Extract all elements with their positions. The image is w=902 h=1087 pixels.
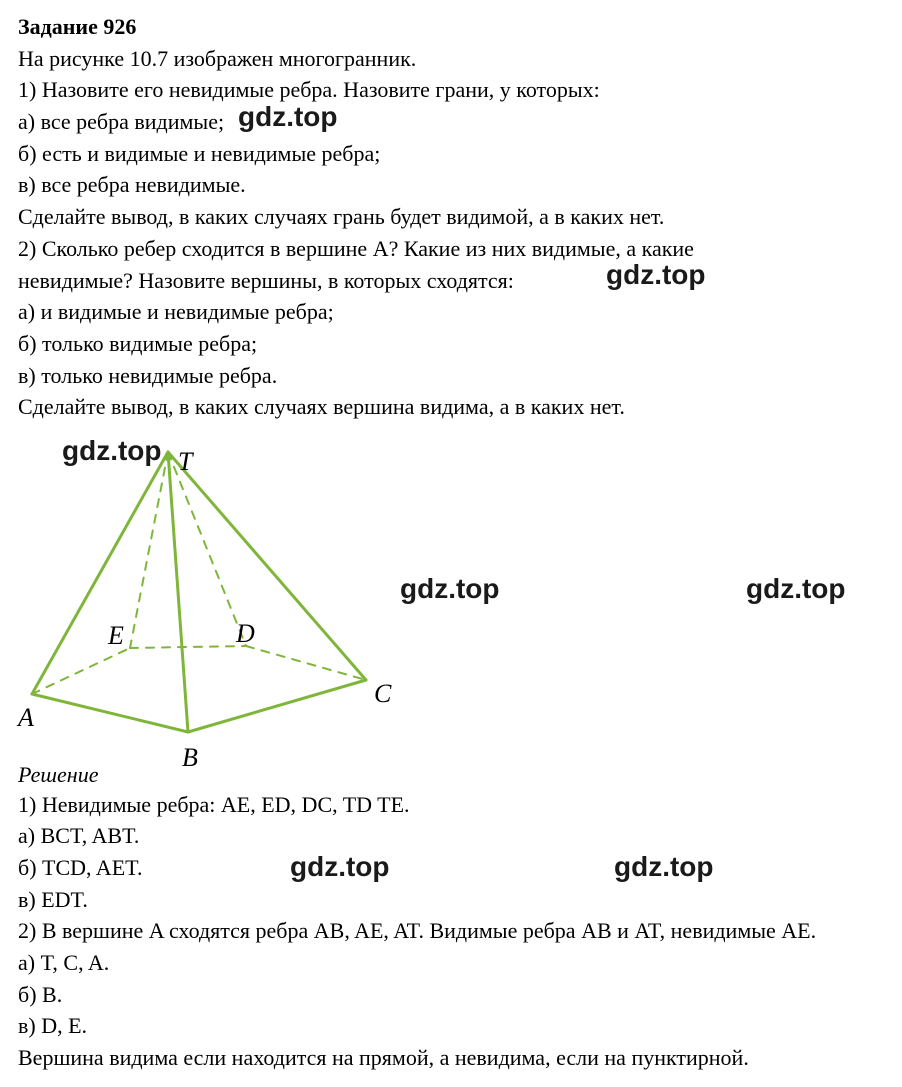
solution-line: а) BCT, ABT.	[18, 821, 884, 851]
problem-line: б) есть и видимые и невидимые ребра;	[18, 139, 884, 169]
problem-line: Сделайте вывод, в каких случаях грань бу…	[18, 202, 884, 232]
solution-line: 1) Невидимые ребра: AE, ED, DC, TD TE.	[18, 790, 884, 820]
solution-line: 2) В вершине A сходятся ребра AB, AE, AT…	[18, 916, 884, 946]
vertex-label-d: D	[236, 616, 255, 651]
solution-line: б) TCD, AET.	[18, 853, 884, 883]
problem-line: в) все ребра невидимые.	[18, 170, 884, 200]
solution-line: Вершина видима если находится на прямой,…	[18, 1043, 884, 1073]
problem-line: На рисунке 10.7 изображен многогранник.	[18, 44, 884, 74]
problem-line: невидимые? Назовите вершины, в которых с…	[18, 266, 884, 296]
vertex-label-c: C	[374, 676, 391, 711]
vertex-label-a: A	[18, 700, 34, 735]
solution-label: Решение	[18, 760, 884, 790]
problem-line: 1) Назовите его невидимые ребра. Назовит…	[18, 75, 884, 105]
vertex-label-b: B	[182, 740, 198, 775]
vertex-label-t: T	[178, 444, 192, 479]
watermark-text: gdz.top	[400, 570, 500, 608]
task-title: Задание 926	[18, 12, 884, 42]
solution-line: в) D, E.	[18, 1011, 884, 1041]
problem-line: в) только невидимые ребра.	[18, 361, 884, 391]
solution-line: б) B.	[18, 980, 884, 1010]
problem-line: Сделайте вывод, в каких случаях вершина …	[18, 392, 884, 422]
polyhedron-figure: TABCDE	[18, 440, 398, 750]
solution-line: в) EDT.	[18, 885, 884, 915]
problem-line: б) только видимые ребра;	[18, 329, 884, 359]
vertex-label-e: E	[108, 618, 124, 653]
problem-line: а) и видимые и невидимые ребра;	[18, 297, 884, 327]
problem-line: а) все ребра видимые;	[18, 107, 884, 137]
watermark-text: gdz.top	[746, 570, 846, 608]
problem-line: 2) Сколько ребер сходится в вершине A? К…	[18, 234, 884, 264]
solution-line: а) T, C, A.	[18, 948, 884, 978]
